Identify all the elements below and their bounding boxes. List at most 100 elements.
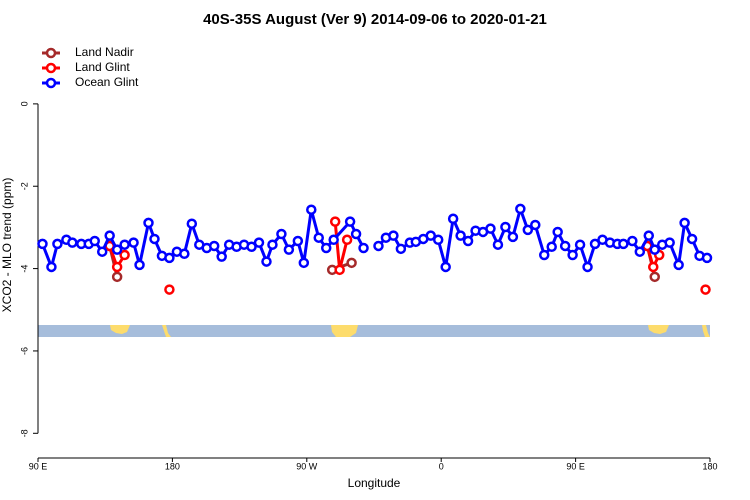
data-point	[559, 240, 571, 252]
data-point	[320, 242, 332, 254]
data-point	[440, 261, 451, 273]
data-point	[700, 284, 711, 295]
data-point	[344, 216, 356, 227]
data-point	[648, 261, 659, 273]
data-point	[530, 219, 541, 231]
x-tick-label: 0	[439, 461, 444, 471]
data-point	[104, 230, 115, 241]
data-point	[589, 238, 601, 250]
data-point	[328, 234, 339, 246]
data-point	[643, 230, 655, 241]
data-point	[253, 237, 265, 248]
data-point	[261, 256, 272, 267]
data-point	[298, 257, 310, 269]
data-point	[119, 249, 130, 261]
data-point	[208, 240, 220, 252]
data-point	[649, 271, 660, 283]
legend-label: Ocean Glint	[75, 75, 139, 89]
data-point	[567, 249, 578, 261]
data-point	[492, 239, 504, 250]
data-point	[134, 259, 145, 271]
data-point	[179, 248, 190, 260]
map-strip	[38, 325, 710, 337]
data-point	[425, 230, 436, 241]
data-point	[111, 261, 123, 273]
data-point	[313, 232, 324, 243]
data-point	[111, 271, 123, 283]
x-tick-label: 90 W	[296, 461, 318, 471]
data-point	[329, 216, 341, 227]
data-point	[432, 234, 444, 246]
data-point	[373, 240, 384, 252]
data-point	[455, 230, 466, 241]
y-tick-label: -2	[19, 182, 29, 190]
data-point	[89, 235, 100, 247]
data-point	[128, 237, 139, 248]
chart-title: 40S-35S August (Ver 9) 2014-09-06 to 202…	[203, 11, 547, 28]
data-point	[507, 231, 519, 243]
data-point	[679, 217, 690, 229]
data-point	[334, 264, 345, 276]
x-tick-label: 180	[165, 461, 180, 471]
data-point	[292, 235, 304, 247]
data-point	[500, 221, 511, 233]
data-point	[634, 246, 646, 257]
data-point	[119, 239, 130, 250]
data-point	[164, 284, 175, 295]
data-point	[52, 238, 63, 250]
data-point	[246, 241, 257, 253]
y-axis-label: XCO2 - MLO trend (ppm)	[0, 178, 14, 313]
data-point	[67, 237, 78, 248]
data-point	[538, 249, 550, 261]
legend-marker	[45, 47, 57, 59]
x-tick-label: 90 E	[566, 461, 585, 471]
data-point	[673, 259, 684, 271]
data-point	[552, 226, 563, 238]
data-point	[447, 213, 459, 225]
data-point	[546, 241, 557, 253]
data-point	[111, 244, 123, 255]
legend-marker	[45, 62, 57, 74]
data-point	[388, 230, 399, 241]
data-point	[46, 261, 57, 273]
data-point	[346, 257, 357, 269]
data-point	[216, 251, 227, 262]
data-point	[164, 252, 175, 264]
data-point	[306, 204, 317, 215]
data-point	[143, 217, 154, 229]
data-point	[649, 244, 660, 255]
data-point	[283, 244, 295, 255]
data-point	[276, 228, 287, 240]
data-point	[37, 238, 48, 250]
data-point	[701, 252, 713, 264]
x-tick-label: 90 E	[29, 461, 48, 471]
data-point	[515, 203, 526, 215]
y-tick-label: -8	[19, 429, 29, 437]
data-point	[462, 235, 474, 247]
x-tick-label: 180	[702, 461, 717, 471]
data-point	[686, 233, 698, 245]
y-tick-label: 0	[19, 101, 29, 106]
y-tick-label: -4	[19, 265, 29, 273]
data-point	[149, 233, 160, 245]
data-point	[627, 235, 638, 247]
data-point	[350, 228, 362, 240]
legend-label: Land Nadir	[75, 45, 134, 59]
data-point	[358, 242, 369, 254]
data-point	[341, 234, 353, 246]
legend-label: Land Glint	[75, 60, 130, 74]
data-point	[574, 239, 586, 250]
data-point	[485, 223, 496, 234]
data-point	[664, 237, 675, 248]
data-point	[618, 238, 629, 250]
data-point	[582, 261, 593, 273]
data-point	[267, 239, 278, 250]
data-point	[522, 224, 534, 236]
data-point	[395, 243, 407, 255]
y-tick-label: -6	[19, 347, 29, 355]
data-point	[96, 246, 108, 257]
data-point	[186, 218, 198, 229]
x-axis-label: Longitude	[348, 476, 401, 490]
legend-marker	[45, 77, 57, 89]
